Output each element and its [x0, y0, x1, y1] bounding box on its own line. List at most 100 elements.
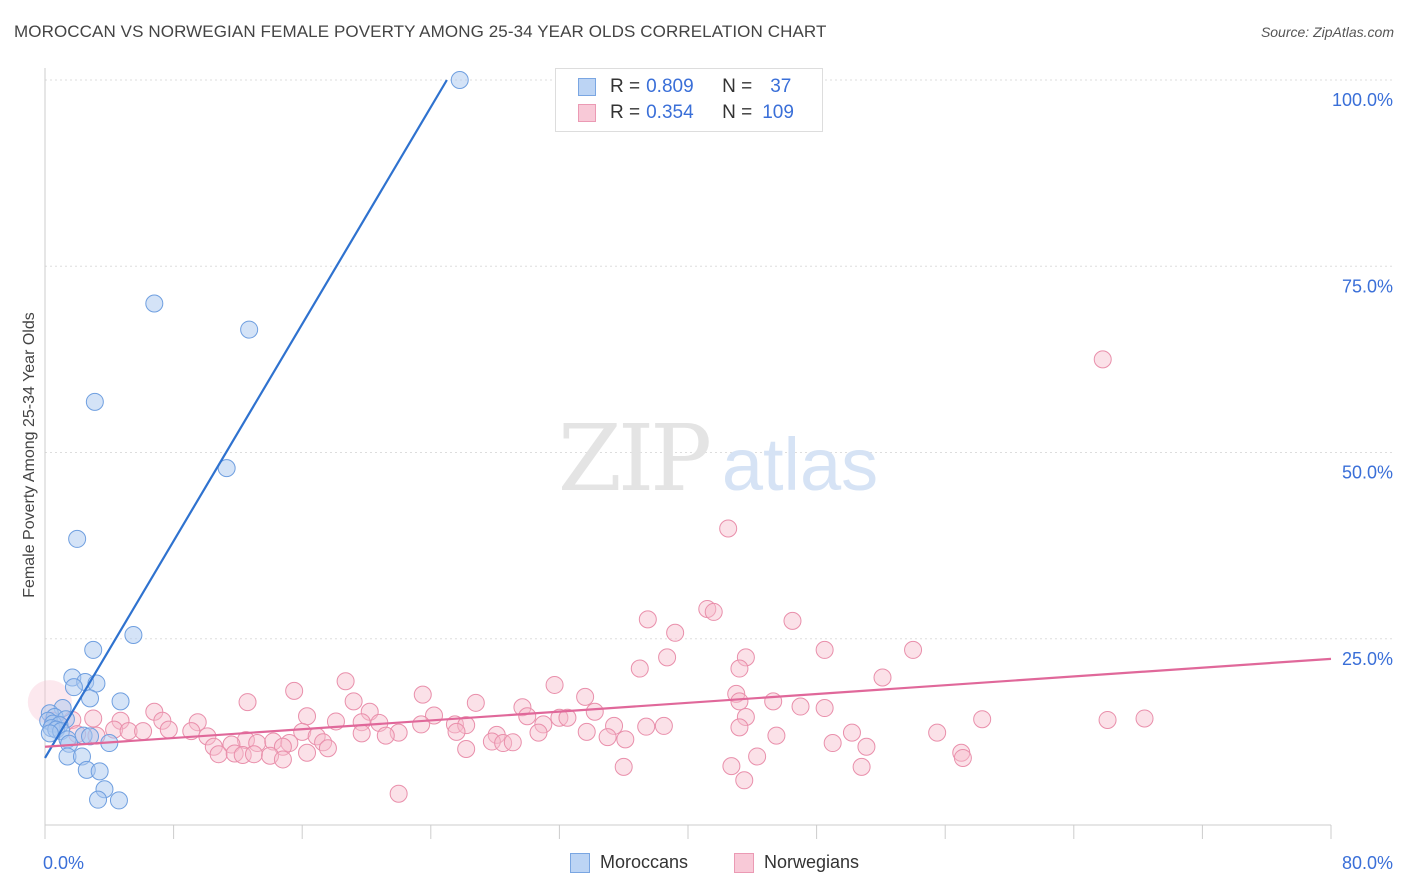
- moroccans-point: [111, 692, 130, 711]
- norwegians-point: [273, 737, 292, 756]
- norwegians-point: [119, 722, 138, 741]
- norwegians-point: [764, 692, 783, 711]
- moroccans-point: [64, 678, 83, 697]
- norwegians-points: [27, 350, 1154, 803]
- norwegians-point: [558, 708, 577, 727]
- y-axis-label: Female Poverty Among 25-34 Year Olds: [21, 312, 38, 598]
- norwegians-point: [1093, 350, 1112, 369]
- norwegians-point: [748, 747, 767, 766]
- norwegians-point: [238, 693, 257, 712]
- norwegians-point: [873, 668, 892, 687]
- legend-n-label: N =: [722, 102, 753, 123]
- norwegians-point: [314, 733, 333, 752]
- norwegians-point: [503, 733, 522, 752]
- moroccans-point: [89, 790, 108, 809]
- stats-legend: R = 0.809 N = 37 R = 0.354 N = 109: [555, 68, 823, 132]
- norwegians-point: [736, 707, 755, 726]
- legend-row-norwegians: R = 0.354 N = 109: [578, 101, 794, 125]
- norwegians-point: [336, 672, 355, 691]
- moroccans-point: [217, 459, 236, 478]
- norwegians-point: [188, 713, 207, 732]
- legend-label: Moroccans: [600, 852, 689, 872]
- norwegians-point: [1135, 709, 1154, 728]
- norwegians-point: [134, 722, 153, 741]
- norwegians-point: [654, 716, 673, 735]
- norwegians-point: [598, 728, 617, 747]
- watermark-zip: ZIP: [558, 405, 709, 512]
- legend-swatch-blue: [578, 78, 596, 96]
- norwegians-point: [735, 771, 754, 790]
- norwegians-point: [730, 718, 749, 737]
- norwegians-point: [730, 659, 749, 678]
- axes: [44, 68, 1332, 839]
- norwegians-point: [857, 737, 876, 756]
- norwegians-point: [638, 610, 657, 629]
- norwegians-point: [730, 692, 749, 711]
- moroccans-point: [450, 71, 469, 89]
- norwegians-point: [815, 699, 834, 718]
- norwegians-point: [298, 707, 317, 726]
- norwegians-point: [767, 726, 786, 745]
- norwegians-point: [842, 723, 861, 742]
- norwegians-point: [264, 732, 283, 751]
- legend-n-value: 109: [762, 102, 794, 123]
- norwegians-point: [529, 723, 548, 742]
- x-tick-label-min: 0.0%: [43, 853, 84, 873]
- watermark-atlas: atlas: [722, 423, 878, 506]
- norwegians-point: [412, 715, 431, 734]
- norwegians-point: [585, 702, 604, 721]
- chart-title: MOROCCAN VS NORWEGIAN FEMALE POVERTY AMO…: [14, 22, 827, 41]
- norwegians-point: [637, 717, 656, 736]
- norwegians-point: [518, 707, 537, 726]
- moroccans-point: [109, 791, 128, 810]
- norwegians-point: [494, 734, 513, 753]
- norwegians-point: [236, 731, 255, 750]
- legend-r-value: 0.354: [646, 102, 694, 123]
- moroccans-point: [145, 294, 164, 313]
- legend-swatch-pink: [578, 104, 596, 122]
- moroccans-point: [240, 320, 259, 339]
- norwegians-point: [576, 687, 595, 706]
- norwegians-point: [457, 716, 476, 735]
- legend-n-label: N =: [722, 76, 753, 97]
- norwegians-point: [273, 750, 292, 769]
- legend-row-moroccans: R = 0.809 N = 37: [578, 75, 791, 99]
- legend-n-value: 37: [770, 76, 792, 97]
- norwegians-point: [736, 648, 755, 667]
- norwegians-point: [658, 648, 677, 667]
- norwegians-point: [953, 748, 972, 767]
- moroccans-point: [124, 626, 143, 645]
- norwegians-point: [182, 722, 201, 741]
- norwegians-point: [973, 710, 992, 729]
- norwegians-point: [285, 681, 304, 700]
- legend-swatch-pink: [734, 852, 754, 873]
- moroccans-point: [68, 529, 87, 548]
- x-tick-label-max: 80.0%: [1342, 853, 1393, 873]
- norwegians-point: [1098, 710, 1117, 729]
- norwegians-point: [298, 743, 317, 762]
- norwegians-point: [666, 623, 685, 642]
- norwegians-point: [545, 675, 564, 694]
- y-tick-label: 75.0%: [1342, 276, 1393, 296]
- norwegians-point: [457, 740, 476, 759]
- y-tick-label: 50.0%: [1342, 463, 1393, 483]
- moroccans-point: [85, 392, 104, 411]
- legend-item-moroccans: Moroccans: [570, 852, 688, 873]
- trendlines: [44, 79, 1332, 759]
- norwegians-point: [852, 757, 871, 776]
- legend-item-norwegians: Norwegians: [734, 852, 859, 873]
- legend-r-label: R =: [610, 76, 641, 97]
- norwegians-point: [376, 726, 395, 745]
- norwegians-point: [389, 784, 408, 803]
- norwegians-point: [482, 732, 501, 751]
- norwegians-trendline: [44, 657, 1332, 748]
- norwegians-point: [159, 720, 178, 739]
- moroccans-point: [84, 640, 103, 659]
- norwegians-point: [248, 734, 267, 753]
- norwegians-point: [209, 745, 228, 764]
- norwegians-point: [318, 739, 337, 758]
- moroccans-point: [90, 762, 109, 781]
- norwegians-point: [344, 692, 363, 711]
- norwegians-point: [244, 745, 263, 764]
